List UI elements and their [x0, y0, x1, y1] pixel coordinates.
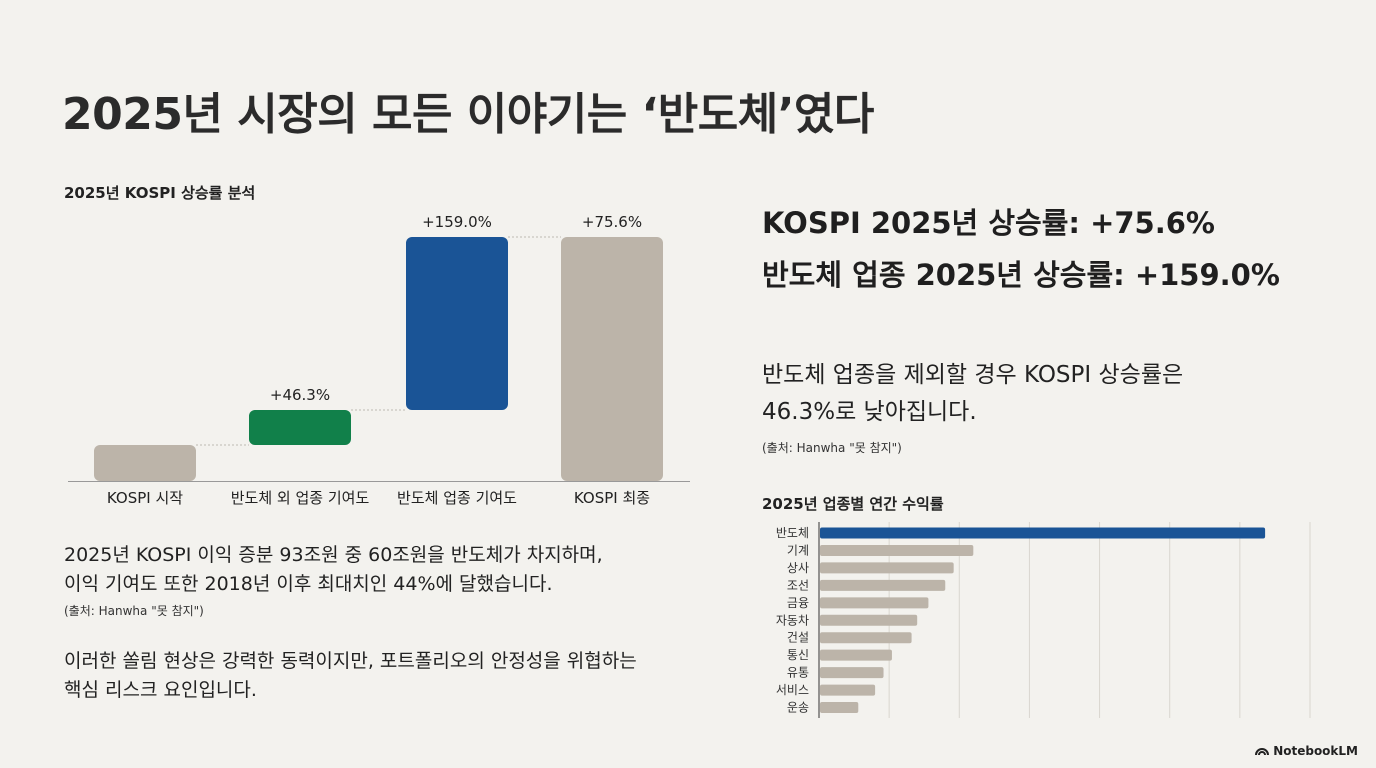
- sector-chart-title: 2025년 업종별 연간 수익률: [762, 495, 944, 513]
- sector-label: 상사: [787, 561, 809, 575]
- right-source: (출처: Hanwha "못 참지"): [762, 441, 902, 455]
- sector-bar: [820, 649, 892, 661]
- waterfall-chart: KOSPI 시작 반도체 외 업종 기여도 +46.3% 반도체 업종 기여도 +159…: [68, 213, 690, 507]
- sector-bar: [820, 562, 954, 574]
- sector-bar: [820, 614, 918, 626]
- risk-note-line2: 핵심 리스크 요인입니다.: [64, 679, 257, 701]
- sector-label: 자동차: [776, 613, 809, 627]
- waterfall-bar: [561, 237, 663, 481]
- earnings-note-line2: 이익 기여도 또한 2018년 이후 최대치인 44%에 달했습니다.: [64, 573, 553, 595]
- sector-bar: [820, 684, 876, 696]
- left-source: (출처: Hanwha "못 참지"): [64, 604, 204, 618]
- sector-label: 통신: [787, 648, 809, 662]
- branding: NotebookLM: [1255, 744, 1358, 758]
- semiconductor-return-stat: 반도체 업종 2025년 상승률: +159.0%: [762, 258, 1280, 292]
- sector-bar: [820, 579, 946, 591]
- waterfall-bar: [94, 445, 196, 481]
- sector-bar: [820, 632, 912, 644]
- sector-bar: [820, 667, 884, 679]
- page-title: 2025년 시장의 모든 이야기는 ‘반도체’였다: [62, 89, 874, 140]
- exclusion-note-line2: 46.3%로 낮아집니다.: [762, 399, 977, 425]
- sector-bar: [820, 597, 929, 609]
- sector-bar: [820, 702, 859, 714]
- sector-label: 반도체: [776, 526, 809, 540]
- waterfall-category-label: KOSPI 시작: [107, 489, 183, 507]
- waterfall-category-label: 반도체 업종 기여도: [397, 489, 517, 507]
- notebooklm-logo-icon: [1255, 748, 1270, 756]
- waterfall-value-label: +159.0%: [422, 213, 492, 231]
- sector-label: 금융: [787, 596, 809, 610]
- waterfall-category-label: KOSPI 최종: [574, 489, 650, 507]
- sector-label: 운송: [787, 701, 809, 715]
- risk-note-line1: 이러한 쏠림 현상은 강력한 동력이지만, 포트폴리오의 안정성을 위협하는: [64, 650, 637, 672]
- sector-label: 서비스: [776, 683, 809, 697]
- waterfall-category-label: 반도체 외 업종 기여도: [231, 489, 370, 507]
- sector-label: 조선: [787, 578, 809, 592]
- sector-label: 유통: [787, 666, 809, 680]
- waterfall-value-label: +75.6%: [582, 213, 642, 231]
- sector-label: 기계: [787, 543, 809, 557]
- waterfall-chart-title: 2025년 KOSPI 상승률 분석: [64, 184, 256, 202]
- waterfall-bar: [249, 409, 351, 445]
- branding-label: NotebookLM: [1273, 744, 1358, 758]
- sector-bar: [820, 544, 974, 556]
- sector-bar: [820, 527, 1266, 539]
- earnings-note-line1: 2025년 KOSPI 이익 증분 93조원 중 60조원을 반도체가 차지하며…: [64, 544, 603, 566]
- sector-label: 건설: [787, 631, 809, 645]
- waterfall-value-label: +46.3%: [270, 386, 330, 404]
- waterfall-bar: [406, 237, 508, 410]
- exclusion-note-line1: 반도체 업종을 제외할 경우 KOSPI 상승률은: [762, 362, 1184, 388]
- kospi-return-stat: KOSPI 2025년 상승률: +75.6%: [762, 206, 1215, 240]
